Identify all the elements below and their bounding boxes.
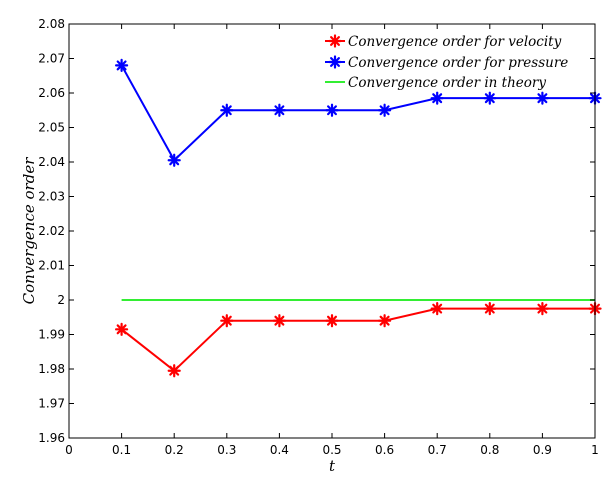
- data-point: [535, 91, 550, 105]
- y-tick-label: 2.08: [38, 17, 65, 31]
- y-tick-label: 2.04: [38, 155, 65, 169]
- x-tick-label: 0.5: [322, 443, 341, 457]
- data-point: [430, 302, 444, 316]
- y-axis-title: Convergence order: [20, 157, 38, 305]
- data-point: [378, 103, 392, 117]
- x-tick-label: 0.9: [533, 443, 552, 457]
- x-axis-title: t: [329, 457, 336, 475]
- y-tick-label: 2.05: [38, 121, 65, 135]
- data-point: [483, 302, 497, 316]
- data-point: [114, 322, 129, 336]
- x-tick-label: 0.6: [375, 443, 394, 457]
- data-point: [114, 58, 129, 73]
- y-tick-label: 2.02: [38, 224, 65, 238]
- legend-label: Convergence order for pressure: [348, 55, 568, 71]
- data-point: [483, 91, 497, 105]
- y-tick-label: 1.99: [38, 328, 65, 342]
- data-point: [325, 314, 339, 328]
- data-point: [378, 314, 392, 328]
- x-tick-label: 0.3: [217, 443, 236, 457]
- axis-ticks: 0 0.1 0.2 0.3 0.4 0.5 0.6 0.7 0.8 0.9 1 1.96 1.97 1.9…: [38, 17, 599, 457]
- legend: Convergence order for velocity Convergenc…: [325, 34, 568, 91]
- data-point: [535, 302, 550, 316]
- series-line-0: [120, 307, 595, 373]
- x-tick-label: 0.4: [270, 443, 289, 457]
- series-layer: [114, 58, 602, 378]
- data-point: [272, 103, 286, 117]
- x-tick-label: 0.7: [428, 443, 447, 457]
- x-tick-label: 0.8: [480, 443, 499, 457]
- y-tick-label: 2.01: [38, 259, 65, 273]
- y-tick-label: 2.03: [38, 190, 65, 204]
- x-tick-label: 0.1: [112, 443, 131, 457]
- y-tick-label: 2: [57, 293, 65, 307]
- x-tick-label: 1: [591, 443, 599, 457]
- x-tick-label: 0.2: [165, 443, 184, 457]
- y-tick-label: 1.98: [38, 362, 65, 376]
- y-tick-label: 1.97: [38, 397, 65, 411]
- series-line-1: [120, 64, 595, 162]
- data-point: [167, 153, 181, 167]
- data-point: [167, 364, 181, 378]
- data-point: [430, 91, 444, 105]
- y-tick-label: 2.06: [38, 86, 65, 100]
- legend-marker: [328, 34, 342, 48]
- legend-label: Convergence order for velocity: [348, 34, 562, 50]
- y-tick-label: 2.07: [38, 52, 65, 66]
- y-tick-label: 1.96: [38, 431, 65, 445]
- data-point: [272, 314, 286, 328]
- data-point: [220, 314, 234, 328]
- legend-marker: [328, 55, 342, 69]
- data-point: [325, 103, 339, 117]
- plot-background: [69, 24, 595, 438]
- data-point: [220, 103, 234, 117]
- x-tick-label: 0: [65, 443, 73, 457]
- legend-label: Convergence order in theory: [348, 75, 546, 91]
